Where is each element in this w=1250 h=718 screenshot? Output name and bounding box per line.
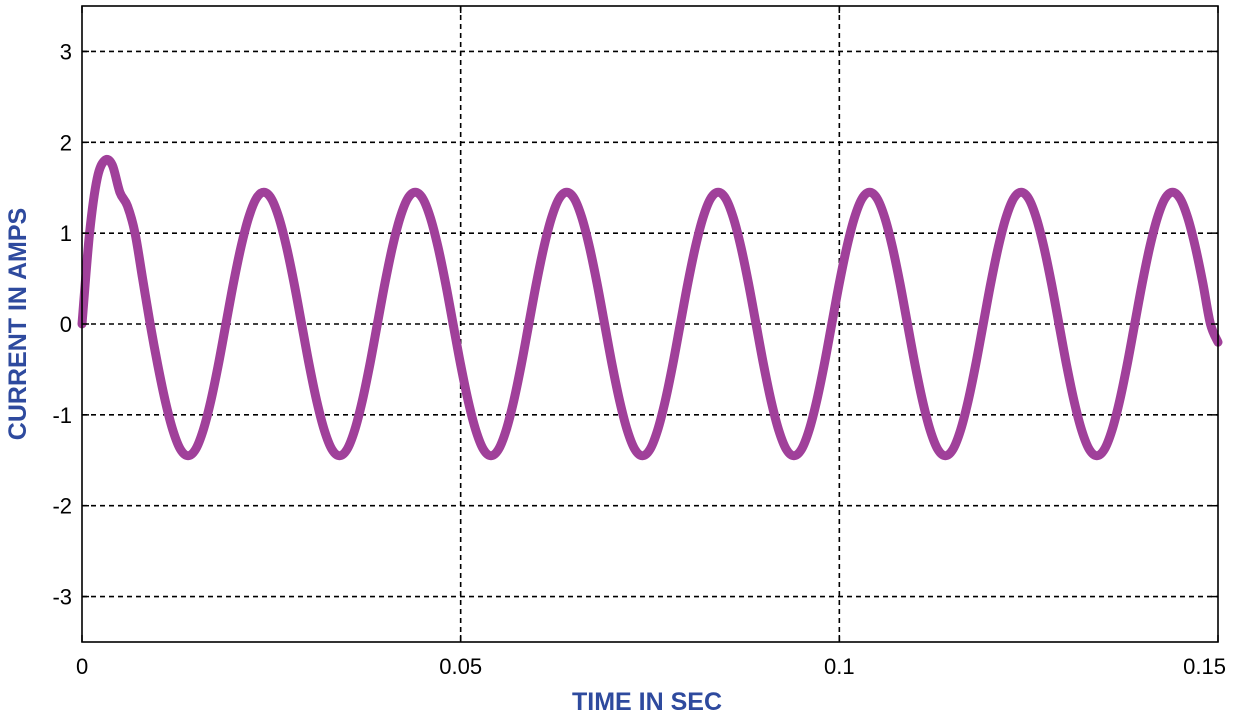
y-tick-label: -1 [52, 403, 72, 428]
x-axis-title: TIME IN SEC [572, 688, 722, 716]
ticks: -3 -2 -1 0 1 2 3 0 0.05 0.1 0.15 [52, 6, 1226, 679]
x-tick-label: 0 [76, 654, 88, 679]
x-tick-label: 0.15 [1183, 654, 1226, 679]
y-tick-label: 0 [60, 312, 72, 337]
current-series-line [77, 154, 1223, 461]
x-tick-label: 0.05 [439, 654, 482, 679]
grid [82, 6, 1218, 642]
y-axis-title: CURRENT IN AMPS [4, 208, 32, 440]
series-layer [77, 154, 1223, 461]
x-tick-label: 0.1 [824, 654, 855, 679]
y-tick-label: -3 [52, 585, 72, 610]
y-tick-label: -2 [52, 494, 72, 519]
y-tick-label: 2 [60, 130, 72, 155]
y-tick-label: 3 [60, 39, 72, 64]
y-tick-label: 1 [60, 221, 72, 246]
